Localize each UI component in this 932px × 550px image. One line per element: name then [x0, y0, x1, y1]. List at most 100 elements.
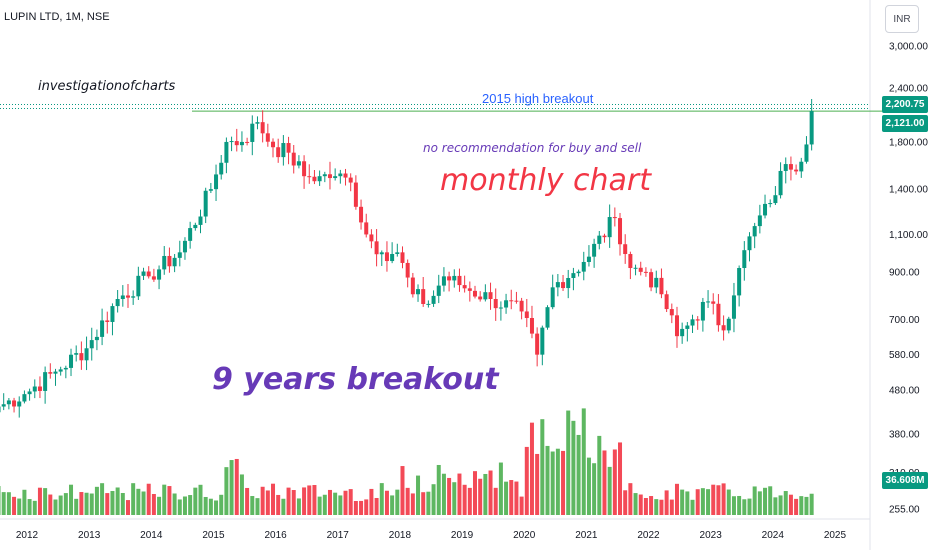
candle-body	[193, 224, 198, 229]
volume-bar	[571, 420, 576, 515]
volume-bar	[421, 492, 426, 515]
volume-bar	[726, 489, 731, 515]
candle-body	[747, 236, 752, 251]
x-tick-label: 2012	[16, 530, 39, 541]
candle-body	[788, 164, 793, 170]
volume-bar	[545, 445, 550, 515]
volume-bar	[136, 488, 141, 515]
candle-body	[105, 320, 110, 322]
x-tick-label: 2024	[762, 530, 785, 541]
candle-body	[783, 164, 788, 171]
candle-body	[94, 336, 99, 341]
candle-body	[643, 271, 648, 273]
symbol-title[interactable]: LUPIN LTD, 1M, NSE	[4, 11, 110, 23]
volume-bar	[100, 483, 105, 515]
volume-bar	[177, 499, 182, 515]
volume-bar	[695, 489, 700, 515]
candle-body	[37, 386, 42, 391]
candle-body	[721, 325, 726, 331]
nine-years-annotation: 9 years breakout	[212, 362, 499, 397]
candle-body	[151, 276, 156, 280]
volume-bar	[794, 498, 799, 515]
candle-body	[695, 319, 700, 321]
candle-body	[343, 173, 348, 178]
volume-bar	[472, 471, 477, 515]
volume-bar	[581, 408, 586, 515]
volume-bar	[529, 422, 534, 515]
candle-body	[581, 261, 586, 272]
candle-body	[752, 226, 757, 237]
volume-bar	[214, 500, 219, 515]
candle-body	[157, 269, 162, 280]
candle-body	[416, 289, 421, 295]
x-tick-label: 2022	[637, 530, 660, 541]
candle-body	[555, 282, 560, 288]
volume-bar	[234, 458, 239, 515]
volume-bar	[566, 410, 571, 515]
volume-bar	[1, 492, 6, 515]
candle-body	[514, 300, 519, 302]
volume-bar	[716, 485, 721, 515]
y-tick-label: 3,000.00	[889, 42, 928, 53]
candle-body	[359, 206, 364, 223]
y-tick-label: 1,100.00	[889, 230, 928, 241]
volume-bar	[390, 495, 395, 515]
volume-bar	[374, 497, 379, 515]
volume-bar	[690, 499, 695, 515]
volume-bar	[576, 434, 581, 515]
volume-bar	[783, 491, 788, 515]
volume-bar	[286, 487, 291, 515]
x-tick-label: 2015	[202, 530, 225, 541]
candle-body	[327, 174, 332, 179]
candle-body	[509, 300, 514, 302]
volume-bar	[447, 477, 452, 515]
candle-body	[773, 195, 778, 204]
volume-bar	[0, 486, 1, 515]
candle-body	[333, 176, 338, 179]
volume-bar	[638, 494, 643, 515]
volume-bar	[359, 500, 364, 515]
volume-bar	[721, 483, 726, 515]
monthly-chart-annotation: monthly chart	[440, 163, 651, 198]
candle-body	[265, 133, 270, 142]
candle-body	[234, 141, 239, 146]
volume-bar	[509, 480, 514, 515]
candle-body	[654, 277, 659, 288]
volume-bar	[58, 495, 63, 515]
y-tick-label: 255.00	[889, 505, 920, 516]
candle-body	[317, 176, 322, 182]
volume-bar	[462, 484, 467, 515]
volume-bar	[674, 483, 679, 515]
volume-bar	[809, 493, 814, 515]
candle-body	[172, 257, 177, 267]
candle-body	[462, 285, 467, 289]
volume-bar	[514, 481, 519, 515]
volume-bar	[467, 487, 472, 515]
candle-body	[778, 170, 783, 196]
volume-bar	[307, 485, 312, 515]
candle-body	[431, 295, 436, 304]
volume-bar	[22, 489, 27, 515]
volume-bar	[416, 475, 421, 515]
x-tick-label: 2018	[389, 530, 412, 541]
volume-bar	[125, 500, 130, 515]
volume-bar	[457, 473, 462, 515]
candle-body	[286, 143, 291, 153]
candle-body	[763, 203, 768, 216]
author-annotation: investigationofcharts	[38, 79, 176, 94]
volume-bar	[742, 499, 747, 515]
candle-body	[685, 325, 690, 329]
candle-body	[276, 147, 281, 158]
volume-bar	[799, 496, 804, 515]
candle-body	[566, 278, 571, 289]
volume-bar	[167, 486, 172, 515]
volume-bar	[182, 496, 187, 515]
currency-button[interactable]: INR	[885, 5, 919, 33]
volume-bar	[628, 483, 633, 515]
candle-body	[731, 295, 736, 319]
candle-body	[633, 267, 638, 269]
breakout-label: 2015 high breakout	[482, 91, 594, 106]
candle-body	[690, 319, 695, 326]
candle-body	[400, 252, 405, 263]
